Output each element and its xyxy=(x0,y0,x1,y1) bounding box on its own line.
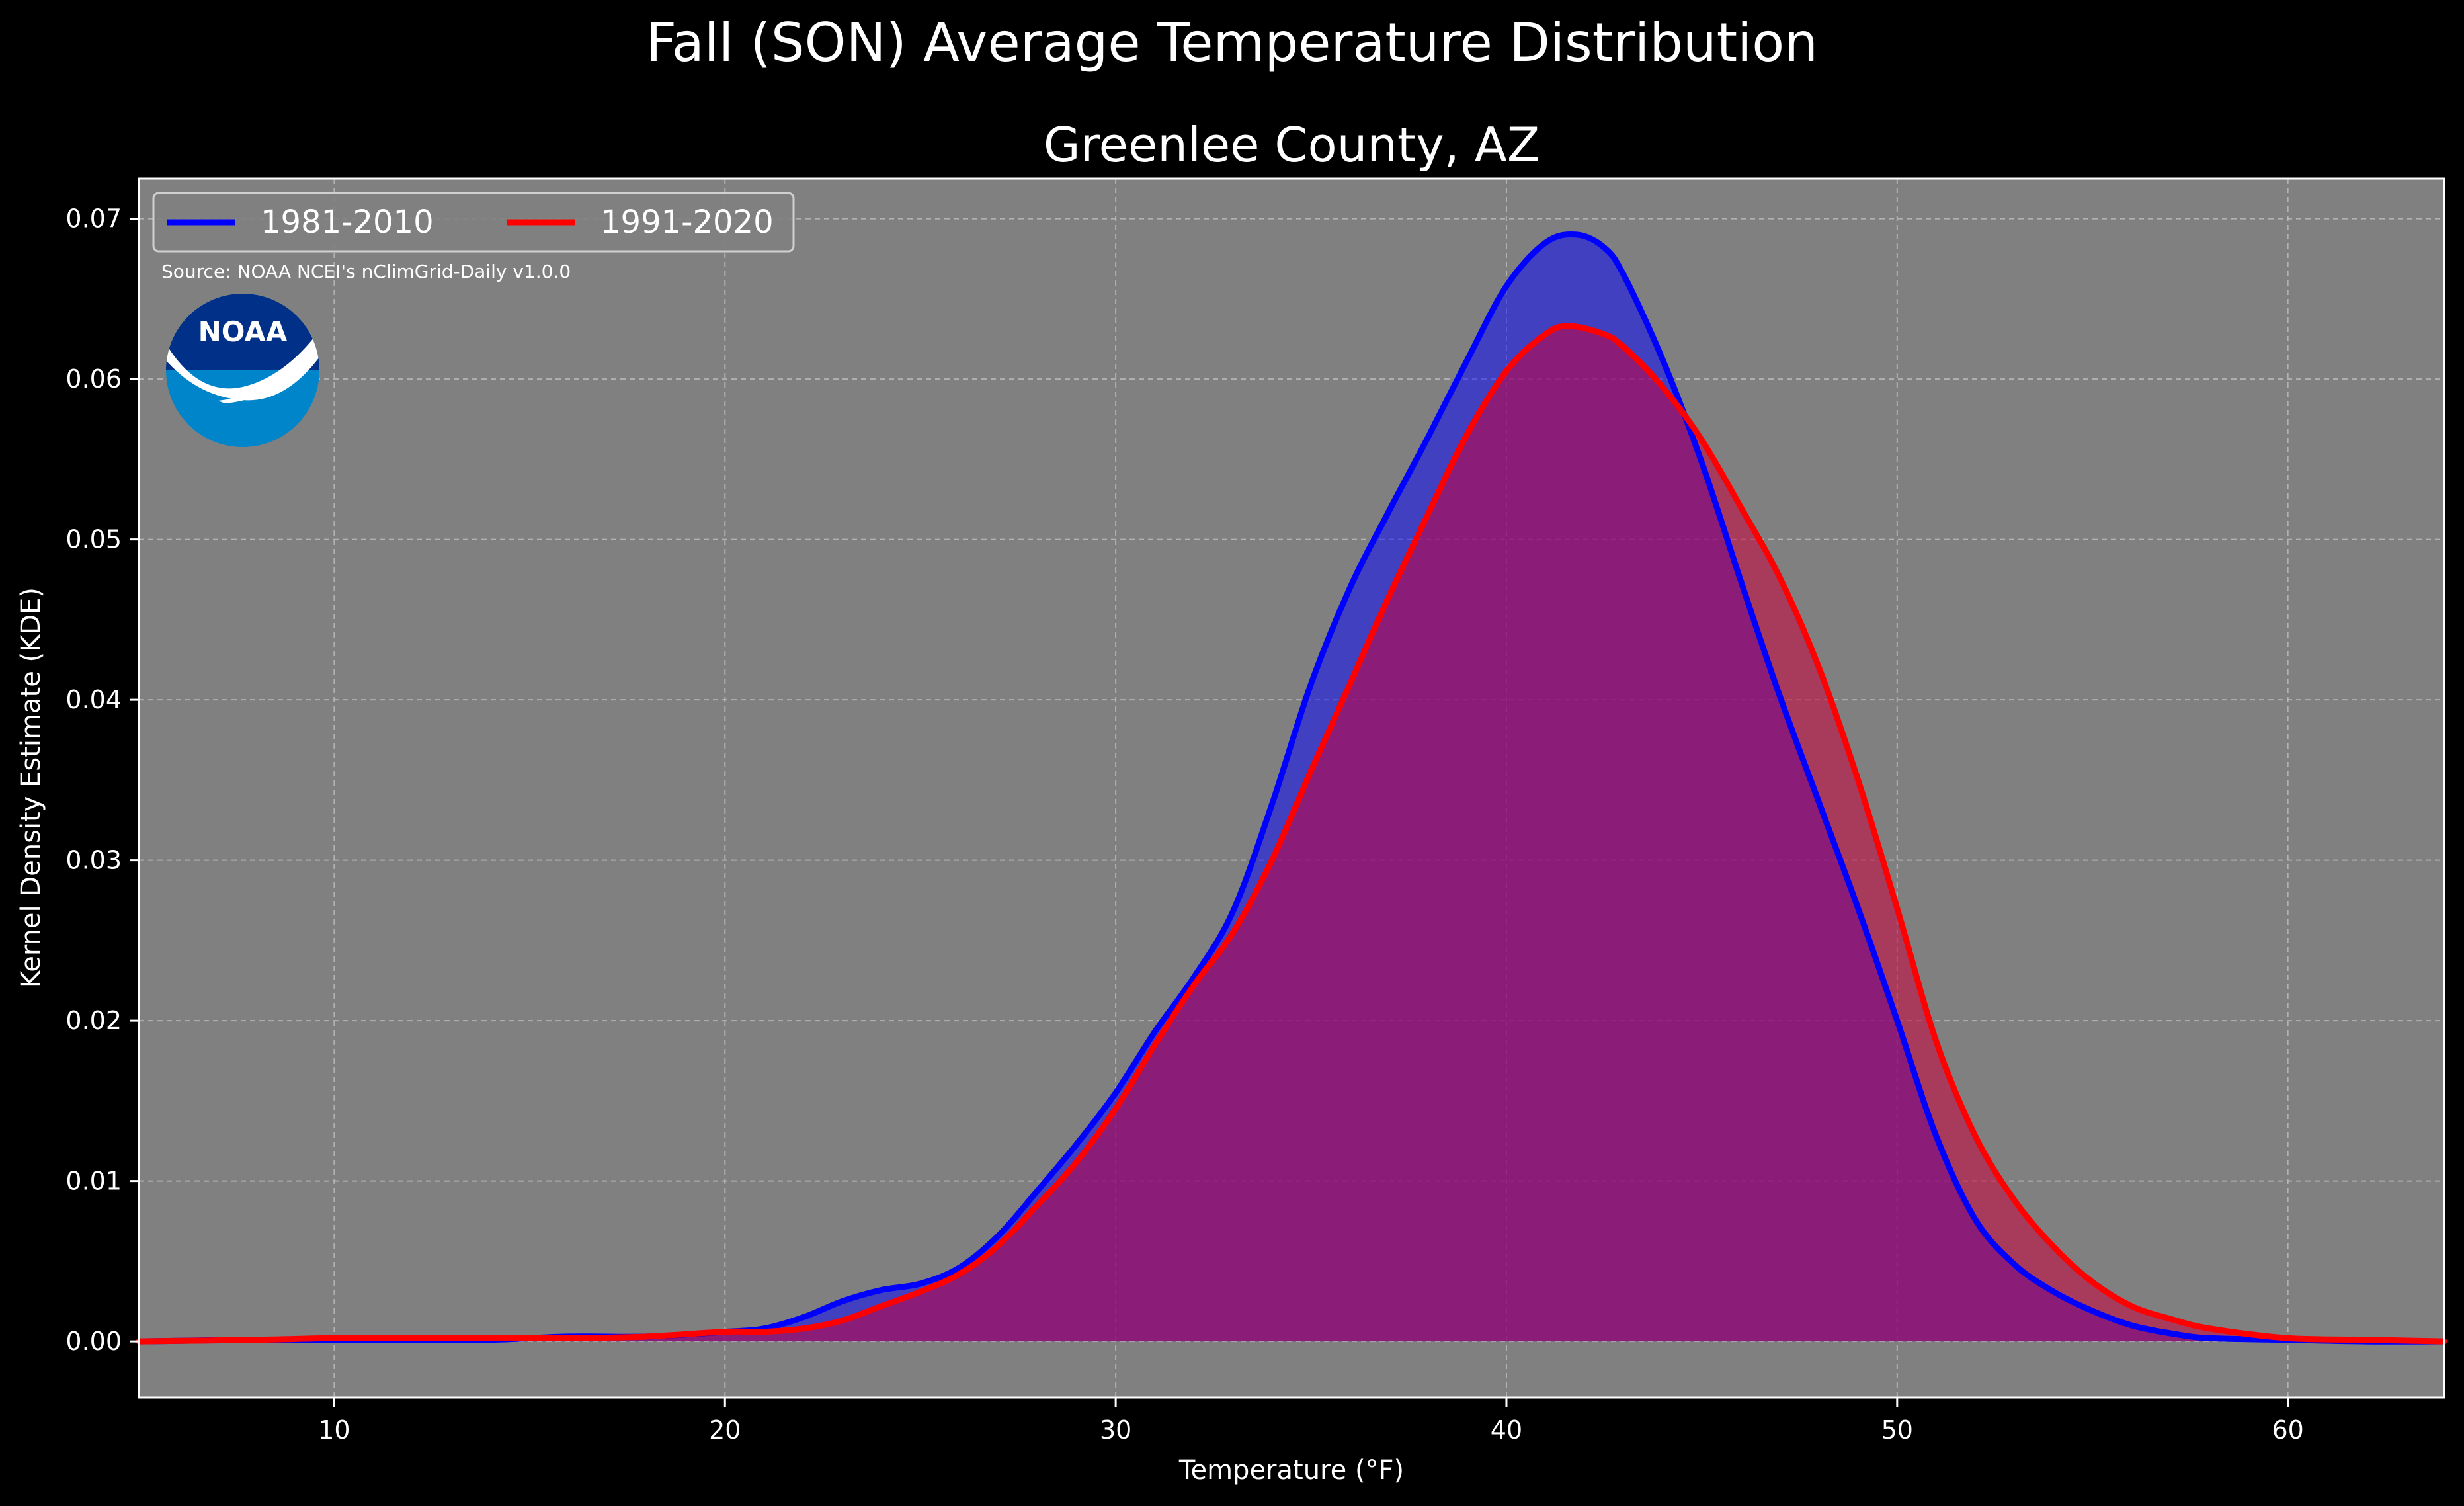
plot-frame xyxy=(138,177,2445,1399)
y-tick-label: 0.03 xyxy=(65,846,122,875)
x-tick-label: 10 xyxy=(318,1415,350,1444)
area-1991-2020 xyxy=(139,326,2444,1342)
chart-suptitle: Fall (SON) Average Temperature Distribut… xyxy=(646,12,1818,73)
y-tick-label: 0.04 xyxy=(65,685,122,714)
chart-title: Greenlee County, AZ xyxy=(1044,117,1540,173)
legend: 1981-2010 1991-2020 xyxy=(152,192,795,253)
line-1991-2020 xyxy=(136,323,2447,1345)
y-tick-label: 0.01 xyxy=(65,1167,122,1196)
y-axis-ticks: 0.00 0.01 0.02 0.03 0.04 0.05 0.06 0.07 xyxy=(65,204,139,1356)
source-note: Source: NOAA NCEI's nClimGrid-Daily v1.0… xyxy=(161,261,571,282)
x-axis-ticks: 10 20 30 40 50 60 xyxy=(318,1398,2304,1444)
x-tick-label: 60 xyxy=(2272,1415,2303,1444)
x-tick-label: 20 xyxy=(709,1415,741,1444)
x-tick-label: 50 xyxy=(1881,1415,1913,1444)
legend-label-1981-2010: 1981-2010 xyxy=(261,204,434,241)
x-tick-label: 40 xyxy=(1491,1415,1522,1444)
y-tick-label: 0.06 xyxy=(65,364,122,394)
legend-label-1991-2020: 1991-2020 xyxy=(600,204,774,241)
y-tick-label: 0.00 xyxy=(65,1327,122,1356)
line-1981-2010 xyxy=(136,231,2447,1345)
x-axis-label: Temperature (°F) xyxy=(1178,1455,1404,1485)
noaa-logo-icon: NOAA xyxy=(166,294,319,447)
series-lines xyxy=(136,231,2447,1345)
y-tick-label: 0.05 xyxy=(65,525,122,554)
y-tick-label: 0.07 xyxy=(65,204,122,233)
y-axis-label: Kernel Density Estimate (KDE) xyxy=(16,587,46,988)
noaa-logo-text: NOAA xyxy=(198,315,288,348)
y-tick-label: 0.02 xyxy=(65,1006,122,1035)
series-fills xyxy=(139,234,2444,1342)
legend-box xyxy=(152,192,795,253)
x-tick-label: 30 xyxy=(1100,1415,1131,1444)
